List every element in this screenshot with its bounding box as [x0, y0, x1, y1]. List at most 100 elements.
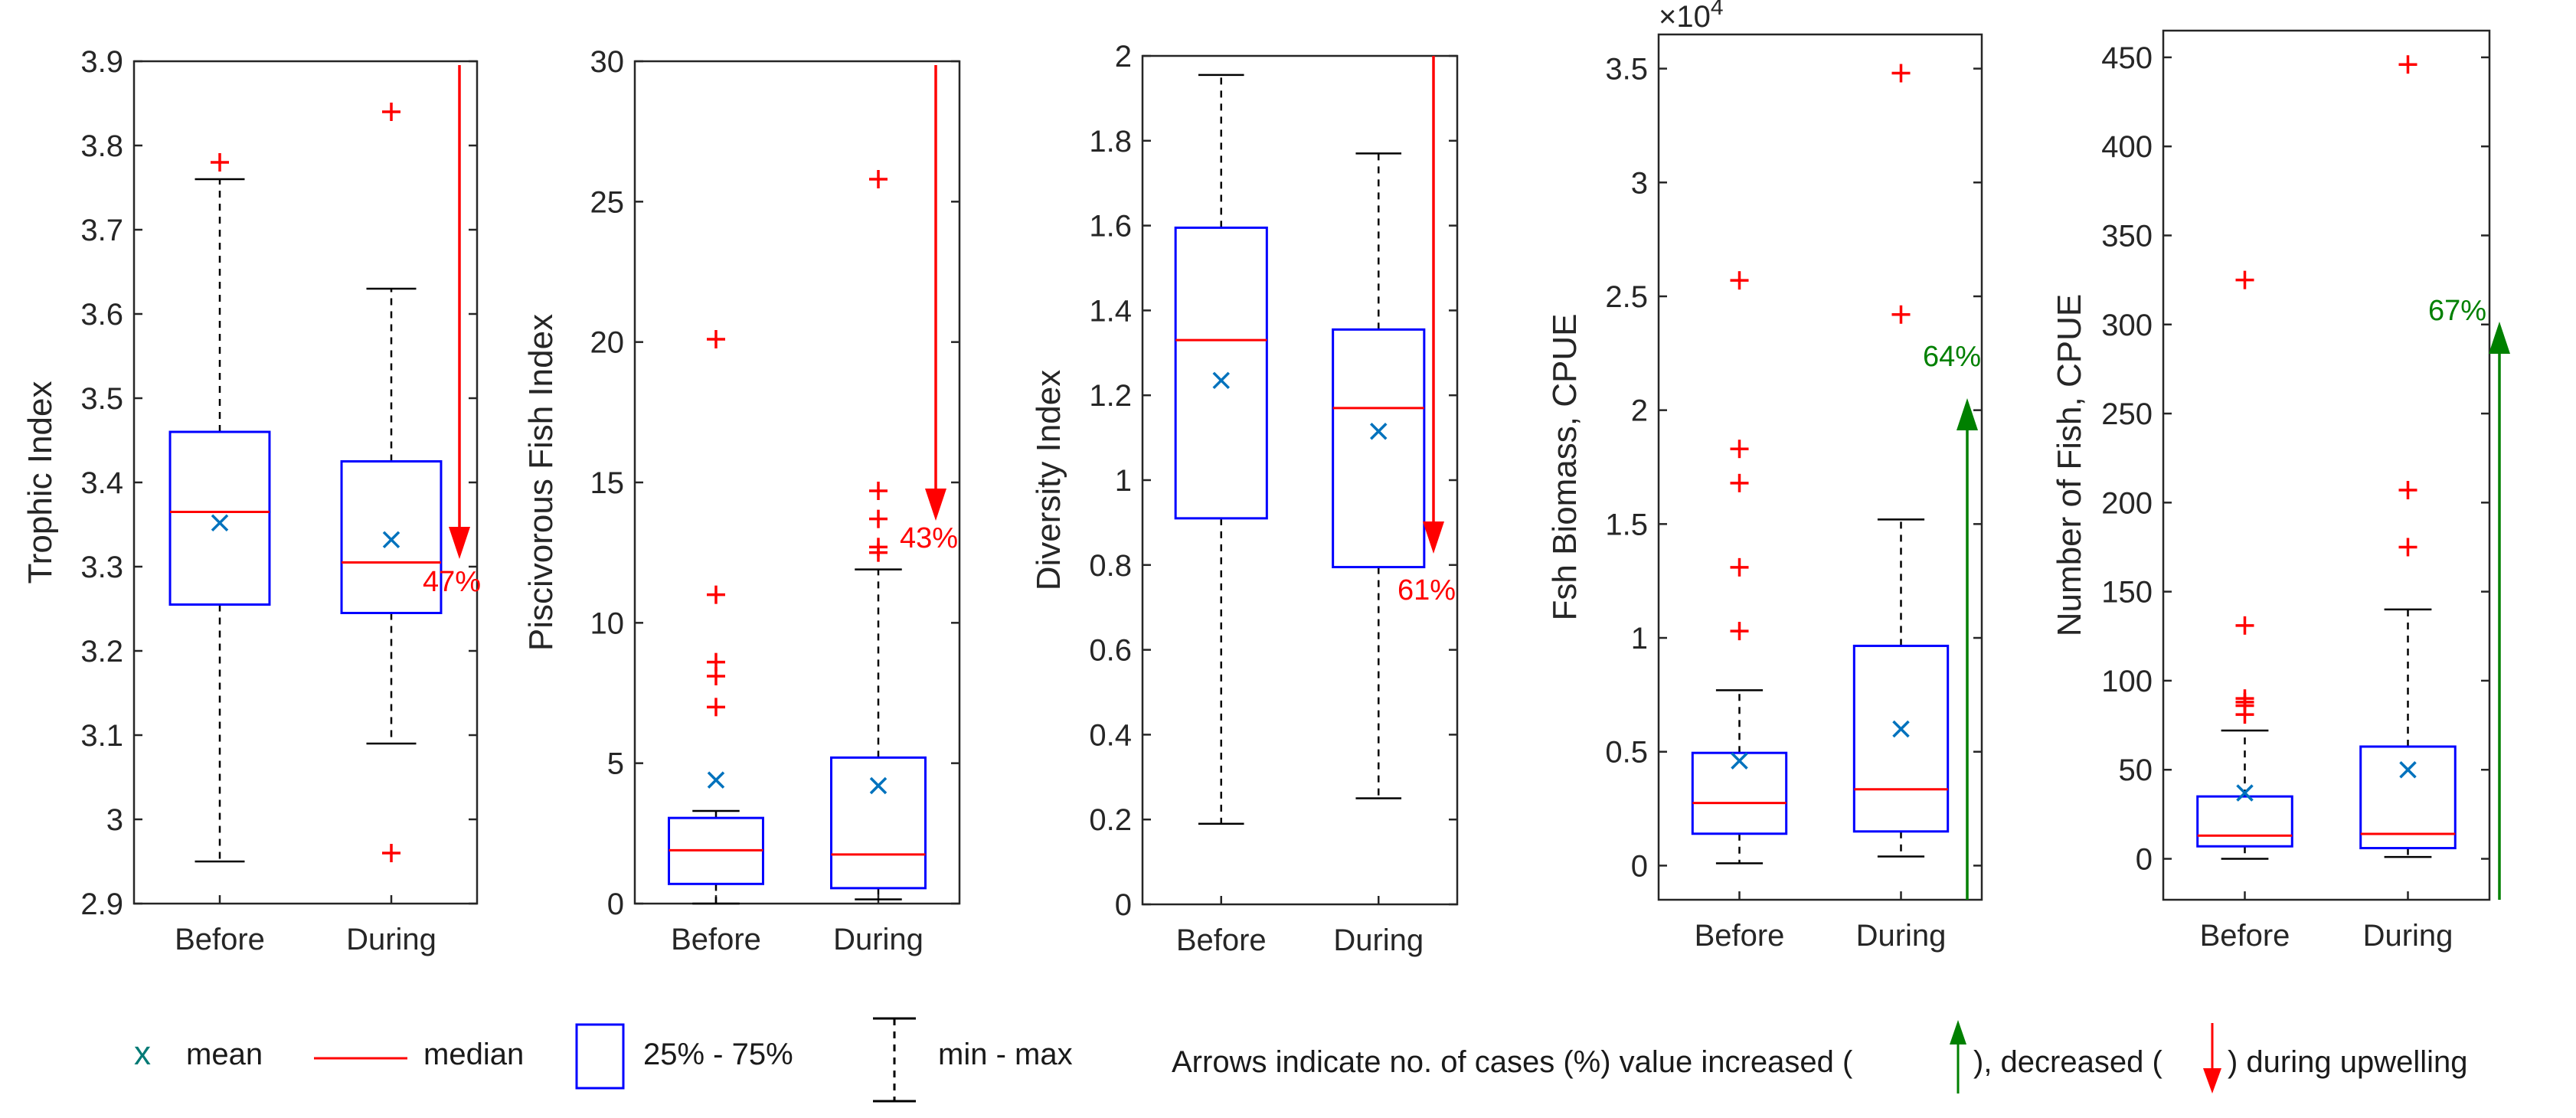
- legend-mean-symbol: x: [134, 1035, 151, 1072]
- y-tick-label: 1: [1115, 464, 1132, 498]
- y-tick-label: 350: [2101, 219, 2153, 253]
- x-tick-label: Before: [175, 923, 265, 956]
- outlier-marker: [2235, 705, 2254, 724]
- mean-marker: [382, 531, 400, 549]
- legend-note-part3: ) during upwelling: [2228, 1045, 2468, 1079]
- panel-5: 0 50 100 150 200 250 300 350 400 450 Number of Fis…: [2051, 29, 2510, 953]
- arrow-percent-label: 61%: [1398, 574, 1456, 606]
- legend-decrease-arrow-icon: [2203, 1023, 2221, 1093]
- y-tick-label: 0.2: [1089, 803, 1132, 837]
- mean-stroke: [1212, 371, 1230, 390]
- mean-marker: [1370, 423, 1388, 440]
- y-axis-label: Trophic Index: [21, 381, 59, 584]
- y-tick-label: 15: [590, 466, 625, 500]
- mean-stroke: [211, 514, 229, 532]
- mean-stroke: [1731, 752, 1748, 770]
- y-tick-label: 1.8: [1089, 125, 1132, 159]
- outlier-marker: [869, 170, 888, 188]
- plot-frame: [2162, 29, 2491, 901]
- trend-arrow-increased: 64%: [1923, 341, 1981, 900]
- y-tick-label: 1: [1631, 622, 1648, 655]
- iqr-box: [1332, 328, 1426, 569]
- y-axis-label: Fsh Biomass, CPUE: [1546, 314, 1584, 621]
- outlier-marker: [2398, 55, 2417, 74]
- box-before: [2196, 270, 2293, 860]
- outlier-marker: [2235, 270, 2254, 289]
- outlier-marker: [2235, 616, 2254, 635]
- y-tick-label: 50: [2119, 754, 2153, 787]
- mean-stroke: [2236, 784, 2254, 802]
- iqr-box: [1852, 644, 1950, 833]
- arrow-percent-label: 64%: [1923, 341, 1981, 373]
- y-axis-label: Number of Fish, CPUE: [2051, 294, 2088, 636]
- mean-marker: [707, 771, 725, 789]
- outlier-marker: [869, 482, 888, 500]
- outlier-marker: [707, 667, 725, 685]
- y-tick-label: 3.8: [80, 129, 123, 163]
- outlier-marker: [211, 153, 229, 172]
- y-tick-label: 3.5: [1605, 53, 1648, 87]
- iqr-box: [830, 756, 927, 890]
- legend-box-label: 25% - 75%: [643, 1038, 793, 1071]
- y-tick-label: 0: [1115, 888, 1132, 922]
- iqr-box: [2359, 745, 2457, 850]
- y-tick-label: 0.8: [1089, 549, 1132, 583]
- plot-frame: [1657, 33, 1983, 901]
- arrow-head: [449, 527, 470, 559]
- mean-marker: [2399, 760, 2417, 779]
- y-tick-label: 100: [2101, 665, 2153, 698]
- y-tick-label: 25: [590, 185, 625, 219]
- x-tick-label: Before: [2200, 919, 2290, 953]
- mean-marker: [1892, 720, 1910, 738]
- y-tick-label: 3.5: [80, 382, 123, 416]
- mean-stroke: [1370, 423, 1388, 440]
- mean-marker: [1212, 371, 1230, 390]
- trend-arrow-decreased: 47%: [423, 65, 481, 598]
- y-tick-label: 3: [1631, 166, 1648, 200]
- x-tick-label: Before: [1176, 923, 1267, 957]
- y-tick-label: 3.1: [80, 719, 123, 753]
- box-during: [1332, 152, 1426, 799]
- arrow-percent-label: 67%: [2428, 295, 2486, 327]
- outlier-marker: [1730, 622, 1749, 641]
- legend-note-part1: Arrows indicate no. of cases (%) value i…: [1172, 1045, 1853, 1079]
- box-during: [2359, 55, 2457, 858]
- mean-stroke: [2399, 760, 2417, 779]
- y-tick-label: 0: [2136, 843, 2153, 877]
- y-tick-label: 1.5: [1605, 508, 1648, 541]
- iqr-box: [2196, 795, 2293, 848]
- outlier-marker: [1891, 305, 1911, 324]
- panel-4: 0 0.5 1 1.5 2 2.5 3 3.5 ×104 Fsh Biomass, CPUE Bef…: [1546, 0, 1983, 953]
- panel-3: 0 0.2 0.4 0.6 0.8 1 1.2 1.4 1.6 1.8 2 Diversity Ind…: [1030, 40, 1459, 957]
- outlier-marker: [1891, 64, 1911, 83]
- y-exponent-label: ×104: [1659, 0, 1724, 34]
- y-tick-label: 0: [607, 888, 624, 921]
- y-tick-label: 1.2: [1089, 379, 1132, 413]
- legend-whisker-label: min - max: [938, 1038, 1073, 1071]
- legend-increase-arrow-icon: [1950, 1020, 1966, 1093]
- trend-arrow-decreased: 43%: [900, 65, 958, 554]
- y-tick-label: 0.5: [1605, 736, 1648, 770]
- y-tick-label: 2.5: [1605, 280, 1648, 314]
- y-tick-label: 150: [2101, 576, 2153, 610]
- arrow-head: [925, 489, 946, 521]
- y-tick-label: 3.3: [80, 551, 123, 584]
- outlier-marker: [382, 103, 400, 121]
- plot-frame: [633, 60, 961, 905]
- box-during: [1852, 64, 1950, 858]
- x-tick-label: Before: [1695, 919, 1785, 953]
- outlier-marker: [869, 509, 888, 528]
- outlier-marker: [1730, 271, 1749, 290]
- iqr-box: [340, 460, 443, 614]
- outlier-marker: [2398, 481, 2417, 500]
- arrow-percent-label: 47%: [423, 566, 481, 598]
- y-tick-label: 3: [106, 803, 123, 837]
- mean-stroke: [869, 776, 888, 795]
- y-tick-label: 3.6: [80, 298, 123, 332]
- y-tick-label: 3.9: [80, 45, 123, 79]
- legend-median-label: median: [423, 1038, 524, 1071]
- arrow-head: [1957, 398, 1978, 430]
- y-tick-label: 250: [2101, 397, 2153, 431]
- outlier-marker: [707, 585, 725, 604]
